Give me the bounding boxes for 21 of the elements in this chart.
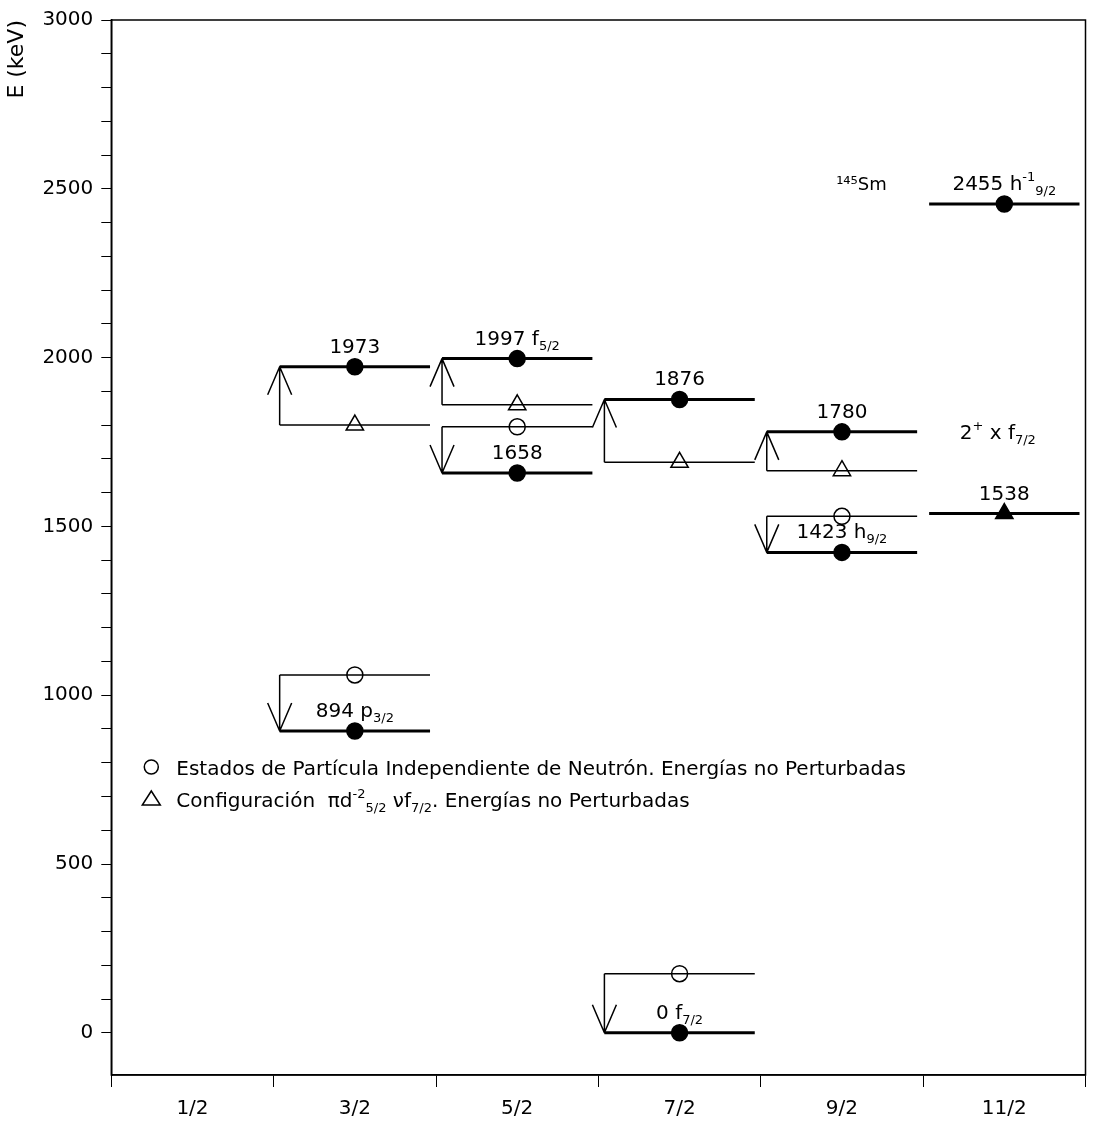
data-label: 1780 [816,398,868,423]
data-label: 1658 [491,440,543,465]
y-tick-label: 3000 [42,6,94,31]
annotation: ¹⁴⁵Sm [836,173,887,195]
y-tick-label: 1000 [42,681,94,706]
x-tick-label: 9/2 [825,1095,859,1120]
data-label: 1973 [329,333,381,358]
x-tick-label: 11/2 [981,1095,1027,1120]
y-tick-label: 500 [55,850,94,875]
x-tick-label: 5/2 [501,1095,534,1120]
legend-label: Estados de Partícula Independiente de Neutrón. Energías no Perturbadas [176,756,906,780]
y-tick-label: 2500 [42,175,94,199]
y-tick-label: 1500 [42,512,94,537]
data-label: 1538 [978,480,1030,505]
y-axis-title: E (keV) [2,20,28,99]
y-tick-label: 0 [80,1019,94,1043]
x-tick-label: 7/2 [663,1095,696,1120]
y-tick-label: 2000 [42,343,94,368]
x-tick-label: 3/2 [338,1095,371,1120]
data-label: 1876 [654,366,706,391]
x-tick-label: 1/2 [176,1095,209,1120]
